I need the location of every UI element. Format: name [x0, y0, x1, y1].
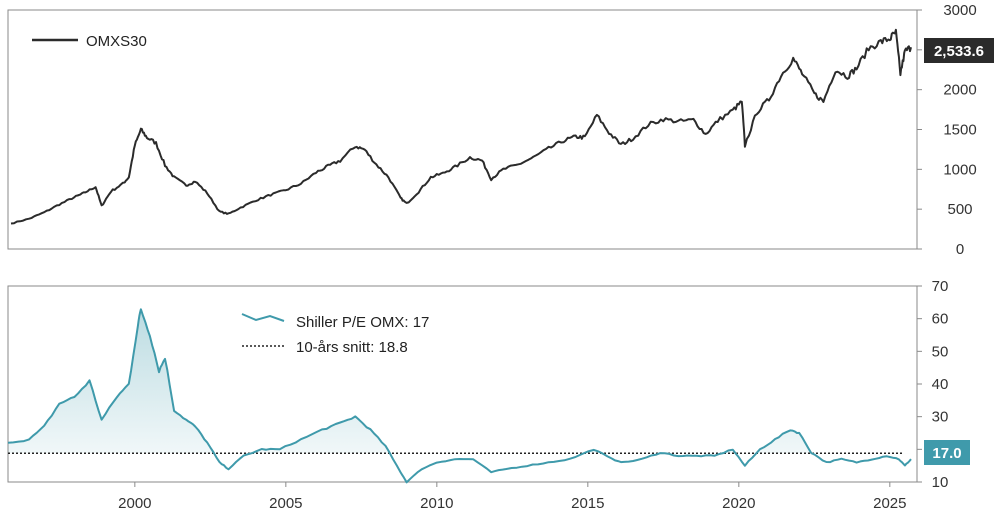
shiller-pe-last-value-badge: 17.0 — [924, 440, 970, 465]
omxs30-legend-label: OMXS30 — [86, 33, 147, 50]
shiller-pe-area — [8, 309, 911, 454]
top-y-tick-label: 500 — [947, 201, 972, 218]
bottom-y-tick-label: 30 — [932, 409, 949, 426]
x-tick-label: 2005 — [269, 495, 302, 512]
bottom-y-tick-label: 50 — [932, 343, 949, 360]
shiller-pe-legend-label: Shiller P/E OMX: 17 — [296, 314, 429, 331]
shiller-pe-badge-value: 17.0 — [932, 445, 961, 462]
omxs30-last-value-badge: 2,533.6 — [924, 38, 994, 63]
top-y-tick-label: 0 — [956, 241, 964, 258]
x-tick-label: 2025 — [873, 495, 906, 512]
shiller-pe-legend-swatch — [241, 313, 285, 322]
shiller-pe-series-line — [7, 308, 912, 484]
x-tick-label: 2015 — [571, 495, 604, 512]
omxs30-badge-value: 2,533.6 — [934, 43, 984, 60]
top-y-tick-label: 3000 — [943, 2, 976, 19]
omxs30-panel: 050010001500200025003000 OMXS30 2,533.6 — [7, 2, 994, 258]
top-y-tick-label: 1500 — [943, 122, 976, 139]
average-legend-label: 10-års snitt: 18.8 — [296, 339, 408, 356]
omxs30-series-line — [10, 28, 912, 225]
top-legend: OMXS30 — [32, 33, 147, 50]
bottom-legend: Shiller P/E OMX: 17 10-års snitt: 18.8 — [241, 313, 429, 356]
top-y-axis: 050010001500200025003000 — [917, 2, 977, 258]
shiller-pe-badge-bg — [924, 440, 970, 465]
x-tick-label: 2000 — [118, 495, 151, 512]
x-tick-label: 2020 — [722, 495, 755, 512]
bottom-y-tick-label: 10 — [932, 474, 949, 491]
bottom-y-tick-label: 70 — [932, 278, 949, 295]
top-y-tick-label: 2000 — [943, 82, 976, 99]
bottom-y-tick-label: 60 — [932, 311, 949, 328]
shiller-pe-panel: 10203040506070 200020052010201520202025 … — [7, 278, 970, 512]
bottom-y-tick-label: 40 — [932, 376, 949, 393]
x-tick-label: 2010 — [420, 495, 453, 512]
top-y-tick-label: 1000 — [943, 161, 976, 178]
x-axis: 2000 2005 2010 2015 2020 2025 — [118, 482, 907, 512]
omxs30-badge-bg — [924, 38, 994, 63]
